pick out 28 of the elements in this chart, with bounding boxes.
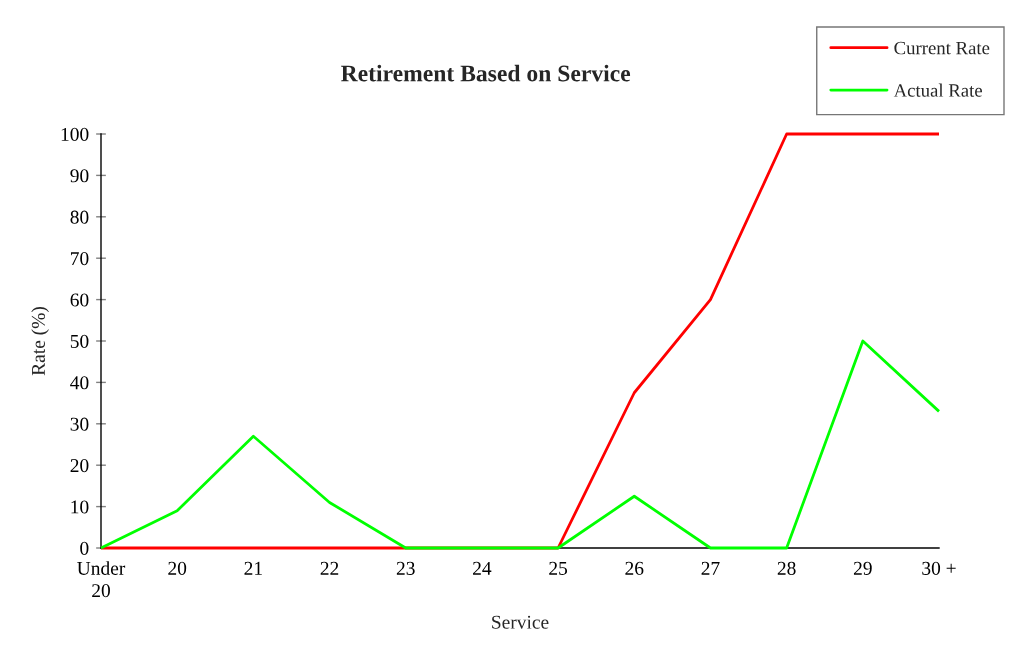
y-tick-label: 20 <box>70 459 89 473</box>
y-tick-label: 50 <box>70 334 89 348</box>
y-tick-label: 100 <box>61 127 89 141</box>
x-tick-label: 21 <box>244 561 262 575</box>
y-tick-label: 30 <box>70 417 89 431</box>
y-tick-label: 0 <box>80 541 89 555</box>
y-tick-label: 10 <box>71 500 89 514</box>
y-tick-label: 70 <box>71 252 89 266</box>
x-tick-label: 28 <box>777 561 796 575</box>
x-tick-label: 25 <box>549 561 568 575</box>
y-tick-label: 90 <box>70 169 89 183</box>
legend-label: Current Rate <box>894 41 990 55</box>
x-tick-label: 23 <box>396 561 415 575</box>
y-tick-label: 40 <box>70 376 89 390</box>
y-tick-label: 80 <box>70 210 89 224</box>
x-tick-label: 20 <box>168 561 187 575</box>
legend-label: Actual Rate <box>893 83 982 97</box>
x-axis-title: Service <box>492 615 549 629</box>
x-tick-label: Under 20 <box>77 561 126 598</box>
x-tick-label: 29 <box>853 561 872 575</box>
y-axis-title: Rate (%) <box>31 307 49 376</box>
x-tick-label: 26 <box>625 561 644 575</box>
y-tick-label: 60 <box>70 293 89 307</box>
x-tick-label: 22 <box>320 561 339 575</box>
x-tick-label: 30 + <box>922 561 956 575</box>
x-tick-label: 27 <box>701 561 720 575</box>
chart-title: Retirement Based on Service <box>341 64 631 82</box>
x-tick-label: 24 <box>473 561 492 575</box>
